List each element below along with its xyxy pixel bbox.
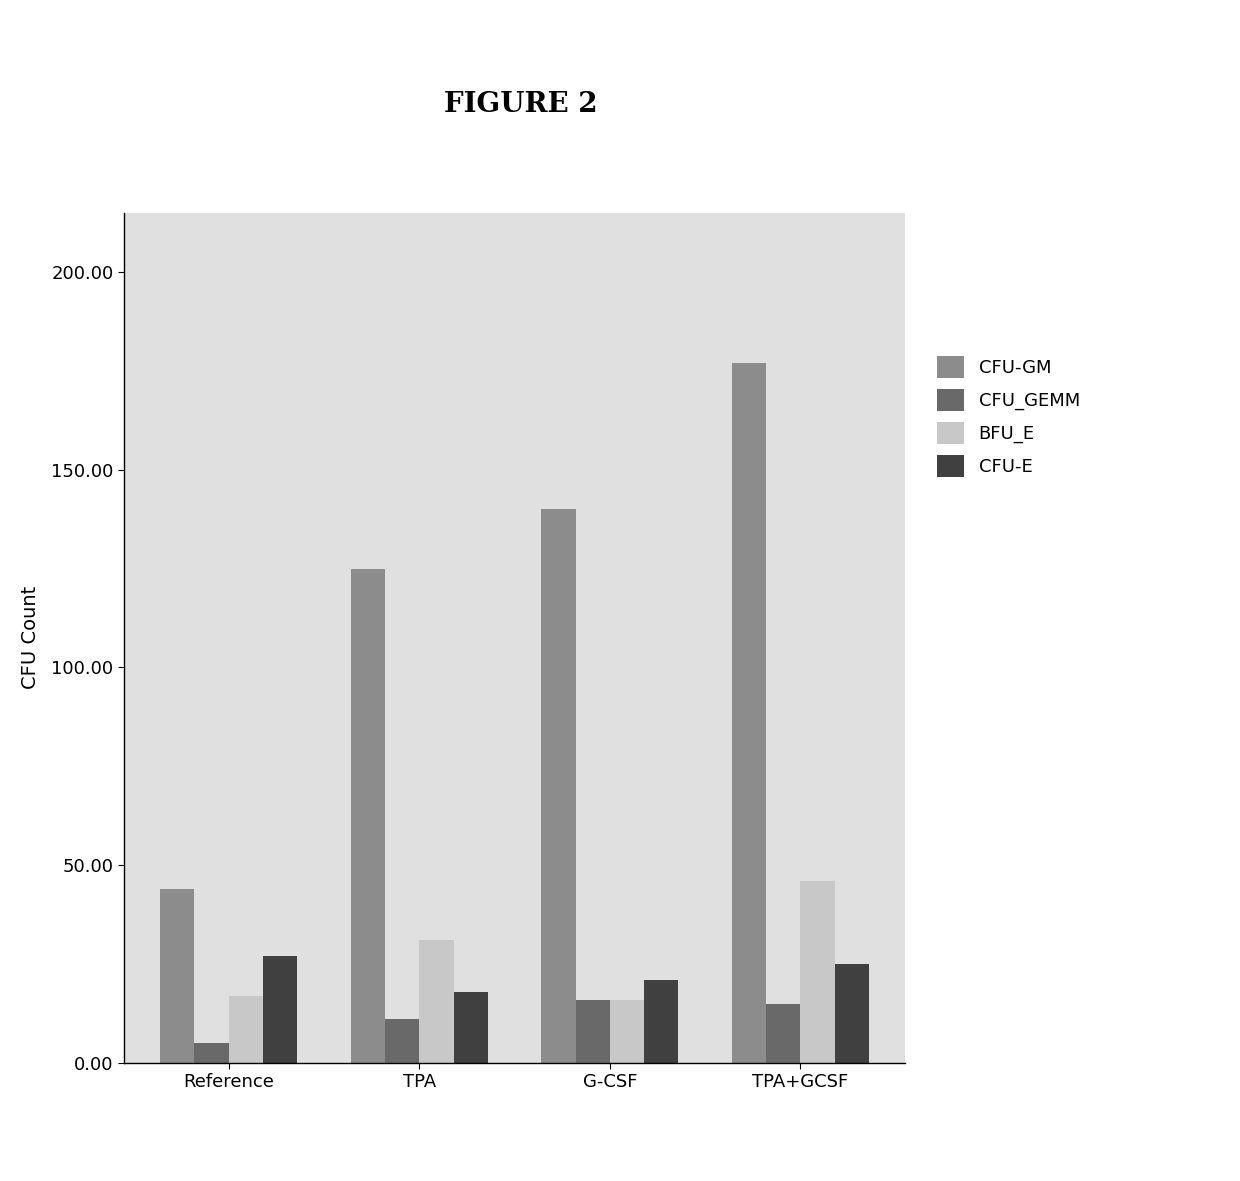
Bar bbox=[542, 509, 575, 1063]
Bar bbox=[195, 1043, 229, 1063]
Bar bbox=[575, 999, 610, 1063]
Bar bbox=[732, 363, 766, 1063]
Bar bbox=[386, 1019, 419, 1063]
Bar bbox=[454, 992, 487, 1063]
Bar bbox=[766, 1004, 800, 1063]
Y-axis label: CFU Count: CFU Count bbox=[21, 586, 40, 690]
Bar bbox=[160, 889, 195, 1063]
Text: FIGURE 2: FIGURE 2 bbox=[444, 91, 598, 118]
Bar bbox=[419, 940, 454, 1063]
Bar bbox=[229, 996, 263, 1063]
Bar bbox=[351, 568, 386, 1063]
Bar bbox=[644, 980, 678, 1063]
Legend: CFU-GM, CFU_GEMM, BFU_E, CFU-E: CFU-GM, CFU_GEMM, BFU_E, CFU-E bbox=[930, 350, 1087, 484]
Bar bbox=[835, 964, 869, 1063]
Bar bbox=[800, 881, 835, 1063]
Bar bbox=[263, 957, 298, 1063]
Bar bbox=[610, 999, 644, 1063]
